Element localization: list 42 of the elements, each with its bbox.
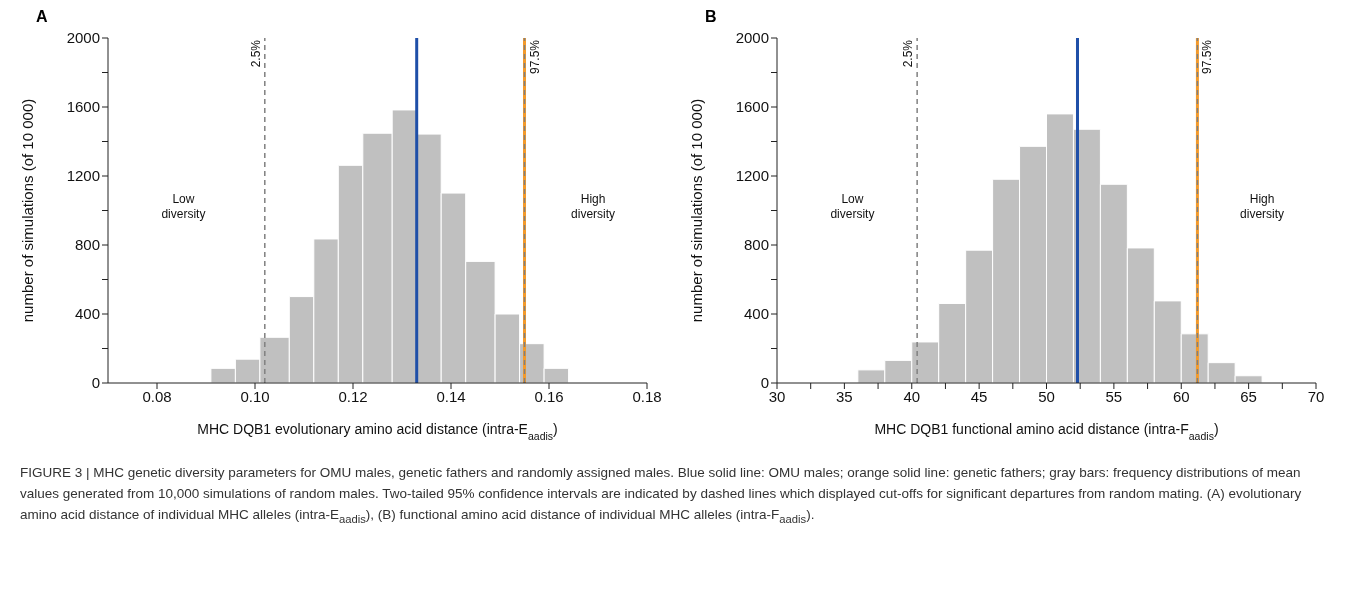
x-tick-label: 45 [970, 387, 988, 405]
annotation: High diversity [1240, 191, 1285, 221]
x-tick-label: 35 [836, 387, 853, 405]
y-tick-label: 1600 [66, 98, 100, 116]
annotation: 97.5% [527, 39, 542, 75]
x-tick-label: 40 [903, 387, 921, 405]
annotation: 2.5% [248, 39, 263, 68]
y-tick-label: 1600 [735, 98, 769, 116]
x-tick-label: 0.08 [142, 387, 172, 405]
x-axis-title: MHC DQB1 functional amino acid distance (intra-F$_{aadis}$) [874, 421, 1219, 442]
x-tick-label: 70 [1307, 387, 1325, 405]
y-tick-label: 1200 [735, 167, 769, 185]
y-axis-title: number of simulations (of 10 000) [19, 98, 37, 323]
y-tick-label: 2000 [66, 29, 100, 47]
annotation: Low diversity [830, 191, 875, 221]
y-axis-title: number of simulations (of 10 000) [688, 98, 706, 323]
x-tick-label: 50 [1038, 387, 1055, 405]
x-tick-label: 0.16 [534, 387, 564, 405]
y-tick-label: 2000 [735, 29, 769, 47]
y-tick-label: 800 [74, 236, 100, 254]
chart-title: B [705, 8, 717, 26]
y-tick-label: 400 [74, 305, 100, 323]
annotation: 2.5% [901, 39, 916, 68]
x-tick-label: 55 [1105, 387, 1123, 405]
y-tick-label: 0 [760, 374, 769, 392]
x-axis-title: MHC DQB1 evolutionary amino acid distance (intra-E$_{aadis}$) [197, 421, 558, 442]
x-tick-label: 0.12 [338, 387, 368, 405]
x-tick-label: 0.18 [632, 387, 662, 405]
annotation: High diversity [571, 191, 616, 221]
x-tick-label: 0.10 [240, 387, 270, 405]
annotation: 97.5% [1200, 39, 1215, 75]
x-tick-label: 30 [768, 387, 786, 405]
x-tick-label: 60 [1172, 387, 1190, 405]
y-tick-label: 1200 [66, 167, 100, 185]
x-tick-label: 0.14 [436, 387, 466, 405]
x-tick-label: 65 [1240, 387, 1257, 405]
caption: FIGURE 3 | MHC genetic diversity parameters for OMU males, genetic fathers and randomly assigned males. Blue solid line: OMU males; orange solid line: genetic fathers; gray bars: frequency distributions of mean values generated from 10,000 simulations of random males. Two-tailed 95% confidence intervals are indicated by dashed lines which displayed cut-offs for significant departures from random mating. (A) evolutionary amino acid distance of individual MHC alleles (intra-E$_{aadis}$), (B) functional amino acid distance of individual MHC alleles (intra-F$_{aadis}$). [20, 465, 1302, 525]
y-tick-label: 800 [743, 236, 769, 254]
y-tick-label: 400 [743, 305, 769, 323]
y-tick-label: 0 [91, 374, 100, 392]
chart-title: A [36, 8, 48, 26]
annotation: Low diversity [161, 191, 206, 221]
